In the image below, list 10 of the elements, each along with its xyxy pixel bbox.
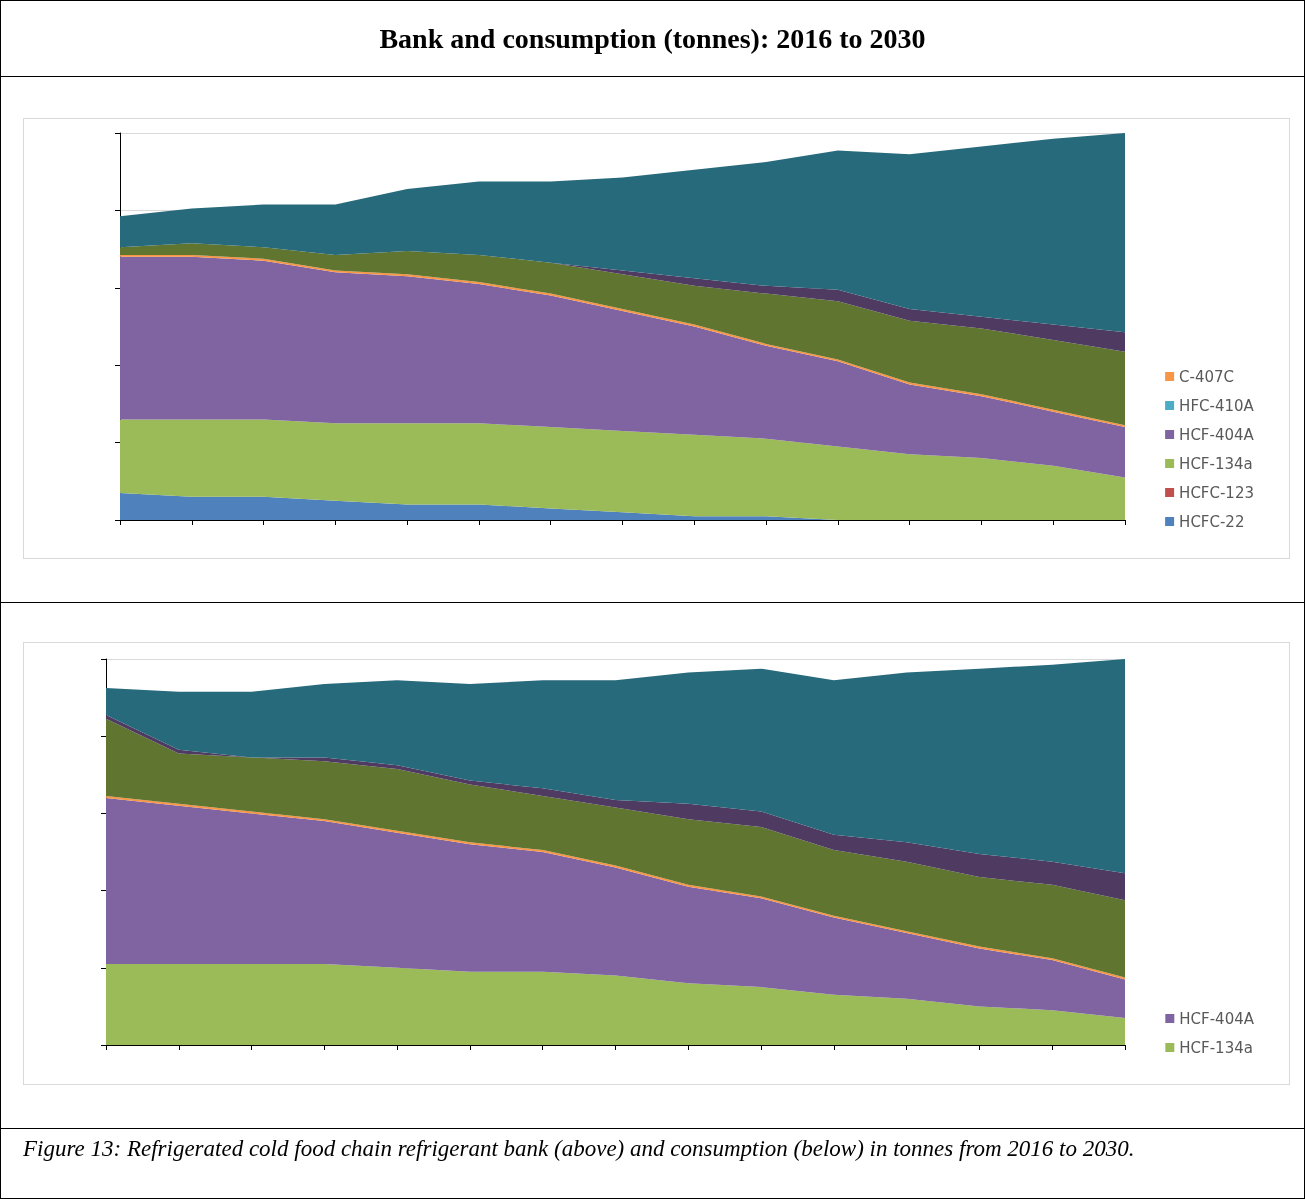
chart-title: Bank and consumption (tonnes): 2016 to 2030 <box>1 1 1304 77</box>
legend-label: HCF-404A <box>1179 1009 1255 1028</box>
legend-label: HCF-404A <box>1179 425 1255 444</box>
legend-label: C-407C <box>1179 367 1235 386</box>
legend-label: HCF-134a <box>1179 454 1253 473</box>
legend-label: HCFC-123 <box>1179 483 1255 502</box>
legend-label: HCFC-22 <box>1179 512 1245 531</box>
legend-label: HCF-134a <box>1179 1038 1253 1057</box>
caption: Figure 13: Refrigerated cold food chain refrigerant bank (above) and consumption (below) in tonnes from 2016 to 2030. <box>23 1135 1136 1163</box>
legend-label: HFC-410A <box>1179 396 1255 415</box>
